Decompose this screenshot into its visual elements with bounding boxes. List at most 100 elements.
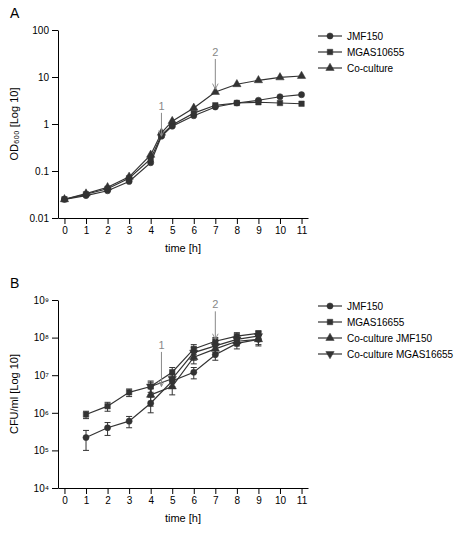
series-line bbox=[64, 76, 301, 199]
tick-label: 2 bbox=[105, 495, 111, 506]
tick-mark bbox=[52, 218, 58, 219]
legend: JMF150 MGAS10655 Co-culture bbox=[318, 31, 405, 74]
series bbox=[60, 71, 305, 202]
tick-mark bbox=[151, 218, 152, 224]
point bbox=[233, 79, 241, 86]
legend-label: JMF150 bbox=[347, 301, 384, 312]
tick: 0.1 bbox=[35, 166, 58, 177]
tick-label: 1 bbox=[84, 495, 90, 506]
tick-label: 9 bbox=[256, 495, 262, 506]
legend-marker bbox=[327, 33, 333, 39]
point bbox=[191, 110, 196, 115]
tick-mark bbox=[172, 218, 173, 224]
error-bar bbox=[126, 416, 132, 427]
tick-mark bbox=[64, 488, 65, 494]
point bbox=[234, 100, 240, 106]
tick-label: 9 bbox=[256, 225, 262, 236]
tick-mark bbox=[108, 488, 109, 494]
series bbox=[147, 332, 263, 395]
chart-container: 012345678910110.010.1110100time [h]OD₆₀₀… bbox=[0, 0, 474, 545]
axis-line bbox=[59, 488, 309, 489]
tick-label: 6 bbox=[191, 225, 197, 236]
x-axis-title: time [h] bbox=[165, 512, 201, 524]
tick-label: 6 bbox=[191, 495, 197, 506]
tick: 3 bbox=[127, 488, 133, 506]
tick: 5 bbox=[170, 488, 176, 506]
tick-mark bbox=[280, 488, 281, 494]
point bbox=[298, 92, 304, 98]
annotation-arrow bbox=[161, 113, 162, 136]
tick-label: 100 bbox=[32, 25, 49, 36]
tick-mark bbox=[52, 77, 58, 78]
x-axis-title: time [h] bbox=[165, 242, 201, 254]
panel-title: A bbox=[10, 5, 20, 21]
point bbox=[190, 103, 198, 110]
tick: 3 bbox=[127, 218, 133, 236]
point bbox=[256, 100, 261, 105]
tick: 8 bbox=[235, 488, 241, 506]
tick: 10⁷ bbox=[34, 370, 58, 381]
point bbox=[147, 150, 155, 157]
tick-mark bbox=[237, 218, 238, 224]
legend-label: Co-culture bbox=[347, 63, 394, 74]
annotation-arrow bbox=[161, 352, 162, 387]
legend-item: Co-culture JMF150 bbox=[318, 333, 432, 344]
tick: 2 bbox=[105, 218, 111, 236]
tick-label: 10 bbox=[38, 72, 50, 83]
series bbox=[83, 335, 262, 450]
tick: 2 bbox=[105, 488, 111, 506]
tick-mark bbox=[86, 488, 87, 494]
tick: 1 bbox=[84, 218, 90, 236]
tick-mark bbox=[86, 218, 87, 224]
point bbox=[126, 390, 131, 395]
series bbox=[83, 331, 261, 419]
tick-label: 5 bbox=[170, 495, 176, 506]
annotation-arrow bbox=[215, 59, 216, 89]
tick-label: 8 bbox=[235, 225, 241, 236]
tick-label: 11 bbox=[297, 495, 308, 506]
legend-label: JMF150 bbox=[347, 31, 384, 42]
tick-label: 10⁹ bbox=[34, 295, 49, 306]
legend-item: Co-culture bbox=[318, 63, 394, 74]
series bbox=[61, 92, 304, 203]
series-line bbox=[151, 339, 259, 395]
tick-label: 2 bbox=[105, 225, 111, 236]
x-axis: 01234567891011 bbox=[59, 488, 309, 506]
series-line bbox=[64, 95, 301, 200]
panel: 012345678910110.010.1110100time [h]OD₆₀₀… bbox=[8, 5, 405, 254]
point bbox=[82, 189, 90, 196]
axis-line bbox=[59, 218, 309, 219]
point bbox=[83, 434, 89, 440]
annotation: 1 bbox=[158, 339, 164, 351]
tick: 11 bbox=[297, 218, 308, 236]
legend-item: Co-culture MGAS16655 bbox=[318, 349, 454, 360]
tick-label: 1 bbox=[43, 119, 49, 130]
point bbox=[60, 194, 68, 201]
series-line bbox=[86, 333, 258, 414]
legend-marker bbox=[326, 63, 334, 70]
tick-label: 10⁶ bbox=[34, 408, 49, 419]
error-bar bbox=[83, 430, 89, 450]
legend-label: MGAS10655 bbox=[347, 47, 405, 58]
legend-label: Co-culture JMF150 bbox=[347, 333, 432, 344]
tick-mark bbox=[172, 488, 173, 494]
point bbox=[276, 73, 284, 80]
tick: 10⁶ bbox=[34, 408, 58, 419]
y-axis: 10⁴10⁵10⁶10⁷10⁸10⁹ bbox=[34, 295, 59, 494]
tick-label: 10⁷ bbox=[34, 370, 49, 381]
legend-marker bbox=[327, 303, 333, 309]
legend-item: MGAS16655 bbox=[318, 317, 405, 328]
plot-area bbox=[60, 71, 305, 202]
point bbox=[211, 344, 219, 351]
point bbox=[83, 412, 88, 417]
tick: 1 bbox=[43, 119, 58, 130]
tick-label: 0.01 bbox=[30, 213, 50, 224]
tick-label: 4 bbox=[148, 495, 154, 506]
x-axis: 01234567891011 bbox=[59, 218, 309, 236]
legend-item: MGAS10655 bbox=[318, 47, 405, 58]
y-axis: 0.01 0.1 1 10 100 bbox=[30, 25, 59, 224]
point bbox=[103, 182, 111, 189]
axis-line bbox=[58, 301, 59, 489]
legend-marker bbox=[327, 319, 332, 324]
legend-marker bbox=[326, 352, 334, 359]
